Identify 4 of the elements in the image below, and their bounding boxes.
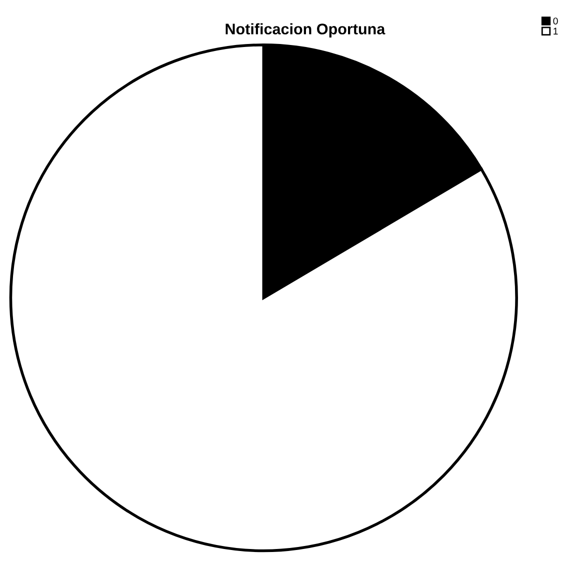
legend-label: 0 [553,18,558,24]
legend-label: 1 [554,28,558,34]
chart-title: Notificacion Oportuna [226,23,386,38]
pie-slice [9,44,518,552]
